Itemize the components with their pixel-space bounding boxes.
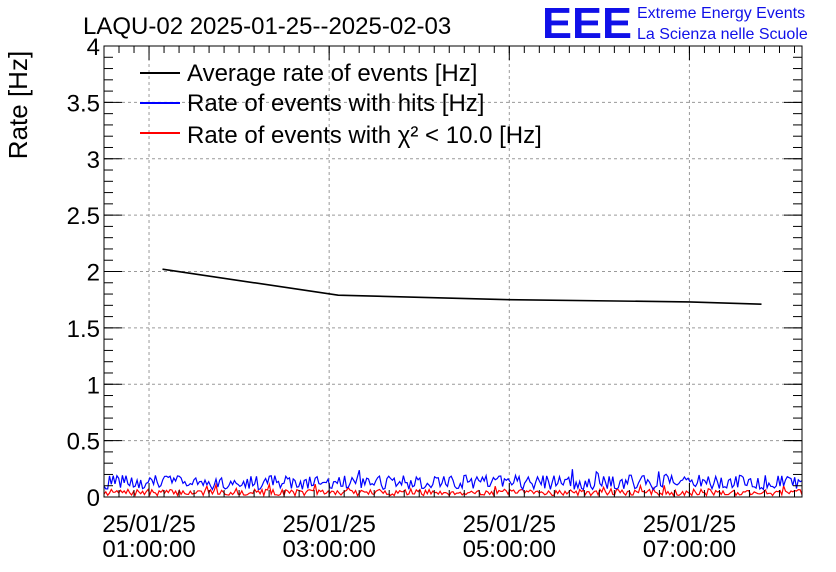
x-tick-date: 25/01/25	[102, 511, 195, 538]
x-tick-time: 05:00:00	[463, 536, 556, 563]
y-tick-label: 1.5	[67, 316, 100, 343]
y-tick-label: 0.5	[67, 429, 100, 456]
eee-logo-mark: EEE	[542, 0, 632, 48]
x-tick-date: 25/01/25	[643, 511, 736, 538]
chart-title: LAQU-02 2025-01-25--2025-02-03	[83, 13, 451, 40]
eee-logo-line2: La Scienza nelle Scuole	[637, 26, 808, 43]
y-axis-label: Rate [Hz]	[3, 51, 33, 159]
y-tick-label: 2.5	[67, 203, 100, 230]
legend-label-average: Average rate of events [Hz]	[187, 60, 477, 87]
series-line-average	[162, 268, 762, 305]
series-lines	[103, 268, 803, 498]
legend-label-hits: Rate of events with hits [Hz]	[187, 90, 484, 117]
x-tick-date: 25/01/25	[463, 511, 556, 538]
y-tick-label: 4	[87, 34, 100, 61]
x-axis-ticks: 25/01/2501:00:0025/01/2503:00:0025/01/25…	[102, 46, 795, 563]
y-tick-label: 1	[87, 372, 100, 399]
y-axis-ticks: 0 0.5 1 1.5 2 2.5 3 3.5 4	[67, 34, 802, 512]
legend-label-chi2: Rate of events with χ² < 10.0 [Hz]	[187, 122, 542, 149]
series-line-chi2	[103, 482, 803, 498]
series-line-hits	[103, 469, 803, 491]
y-tick-label: 3	[87, 147, 100, 174]
y-tick-label: 3.5	[67, 90, 100, 117]
legend: Average rate of events [Hz] Rate of even…	[140, 60, 542, 149]
x-tick-time: 01:00:00	[102, 536, 195, 563]
y-tick-label: 0	[87, 485, 100, 512]
x-tick-time: 07:00:00	[643, 536, 736, 563]
eee-logo-line1: Extreme Energy Events	[637, 5, 805, 22]
y-tick-label: 2	[87, 260, 100, 287]
x-tick-time: 03:00:00	[282, 536, 375, 563]
grid-lines	[104, 46, 802, 497]
x-tick-date: 25/01/25	[282, 511, 375, 538]
eee-logo: EEE Extreme Energy Events La Scienza nel…	[542, 0, 808, 48]
